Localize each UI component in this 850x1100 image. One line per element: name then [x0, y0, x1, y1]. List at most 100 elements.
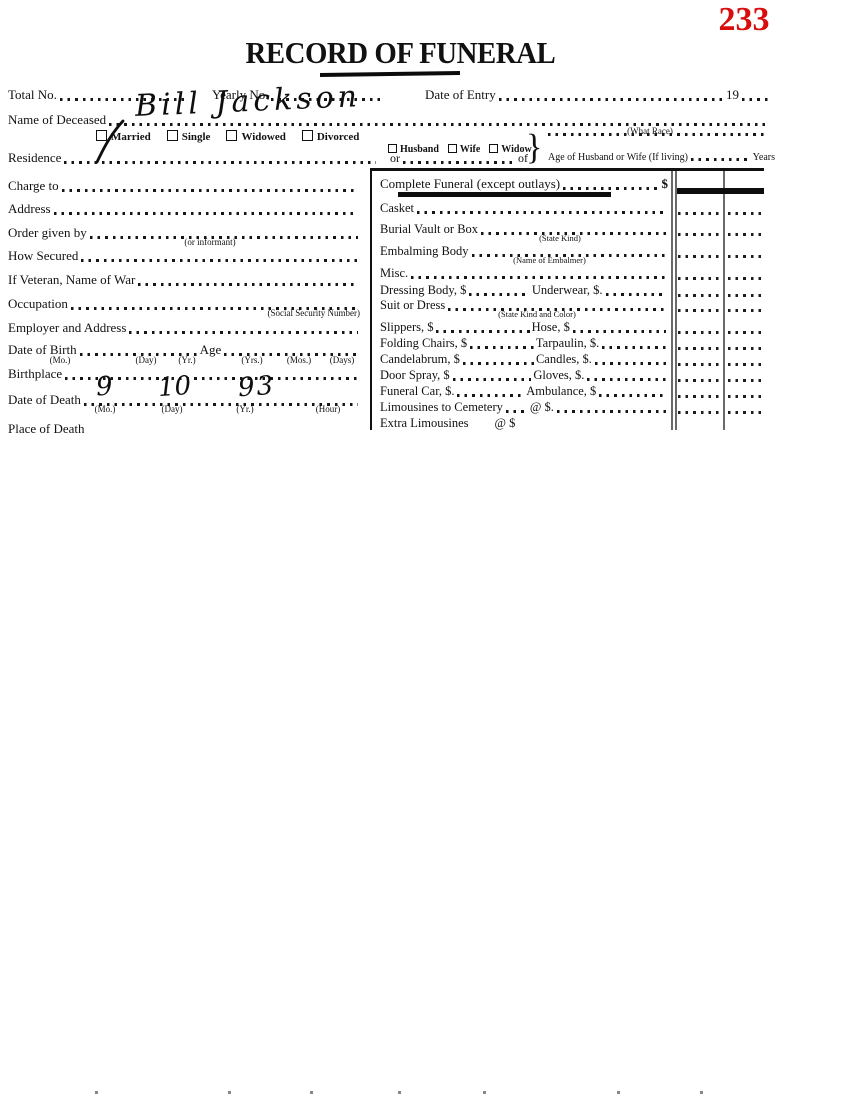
age-mos-hint: (Mos.) — [286, 355, 312, 365]
amount-dots — [678, 331, 720, 334]
amount-dots — [728, 277, 764, 280]
charge-row-candelabrum: Candelabrum, $ Candles, $. — [380, 352, 668, 367]
dotted-leader — [64, 161, 376, 164]
charge-label: Limousines to Cemetery — [380, 400, 503, 414]
amount-dots — [678, 277, 720, 280]
funeral-record-form: 233 RECORD OF FUNERAL Total No. Yearly N… — [0, 0, 850, 433]
dotted-leader — [572, 330, 666, 333]
dotted-leader — [53, 212, 358, 215]
amount-dots — [678, 233, 720, 236]
occupation-label: Occupation — [8, 296, 68, 311]
brace-glyph: } — [526, 128, 543, 167]
charge-label: Candelabrum, $ — [380, 352, 460, 366]
dotted-leader — [70, 307, 358, 310]
dod-hour-hint: (Hour) — [315, 404, 341, 414]
how-secured-field: How Secured — [8, 248, 360, 264]
charge-label: Suit or Dress — [380, 298, 446, 312]
name-of-embalmer-hint: (Name of Embalmer) — [513, 255, 586, 265]
heavy-underline — [398, 192, 611, 197]
charge-row-dressing-body: Dressing Body, $ Underwear, $. — [380, 283, 668, 298]
order-given-by-label: Order given by — [8, 225, 87, 240]
wife-checkbox-icon — [447, 144, 457, 153]
dotted-leader — [138, 283, 358, 286]
age-days-hint: (Days) — [329, 355, 355, 365]
amount-dots — [678, 294, 720, 297]
dob-day-hint: (Day) — [135, 355, 157, 365]
amount-dots — [678, 347, 720, 350]
charge-row-funeral-car: Funeral Car, $. Ambulance, $ — [380, 384, 668, 399]
yearly-no-label: Yearly No. — [212, 87, 269, 102]
age-label: Age — [199, 342, 222, 357]
checkbox-husband: Husband — [388, 139, 448, 157]
dotted-leader — [436, 330, 530, 333]
charge-to-label: Charge to — [8, 178, 59, 193]
date-of-death-label: Date of Death — [8, 392, 81, 407]
amount-dots — [728, 347, 764, 350]
charge-label: Extra Limousines — [380, 416, 469, 430]
amount-dots — [728, 331, 764, 334]
charges-table: Complete Funeral (except outlays) $ Cask… — [370, 168, 764, 430]
form-title: RECORD OF FUNERAL — [245, 35, 556, 70]
dotted-leader — [481, 232, 666, 235]
dotted-leader — [471, 254, 666, 257]
husband-checkbox-icon — [388, 144, 397, 153]
name-of-deceased-field: Name of Deceased — [8, 112, 770, 128]
amount-dots — [728, 379, 764, 382]
dotted-leader — [61, 189, 358, 192]
cents-column-rule — [723, 171, 725, 430]
spacer — [469, 416, 495, 430]
checkbox-wife: Wife — [447, 139, 489, 157]
charge-label-2: Underwear, $. — [531, 283, 603, 297]
wife-label: Wife — [459, 144, 481, 155]
charge-row-door-spray: Door Spray, $ Gloves, $. — [380, 368, 668, 383]
widow-label: Widow — [501, 144, 532, 155]
charge-row-misc: Misc. — [380, 266, 668, 281]
amount-dots — [678, 212, 720, 215]
dotted-leader — [599, 394, 667, 397]
residence-label: Residence — [8, 150, 62, 165]
widowed-label: Widowed — [241, 131, 286, 143]
residence-field: Residence — [8, 150, 378, 166]
age-of-spouse-label: Age of Husband or Wife (If living) — [548, 152, 688, 163]
address-field: Address — [8, 201, 360, 217]
divorced-label: Divorced — [316, 131, 360, 143]
dotted-leader — [548, 133, 766, 136]
what-race-hint: (What Race) — [627, 126, 673, 136]
charge-label: Funeral Car, $. — [380, 384, 455, 398]
amount-dots — [728, 411, 764, 414]
checkbox-married: Married — [96, 127, 167, 145]
age-of-spouse-field: Age of Husband or Wife (If living) Years — [548, 152, 775, 163]
complete-funeral-row: Complete Funeral (except outlays) $ — [380, 176, 668, 192]
checkbox-single: Single — [166, 127, 227, 145]
dod-mo-hint: (Mo.) — [94, 404, 116, 414]
spouse-dotted-line — [545, 133, 768, 138]
state-kind-hint: (State Kind) — [539, 233, 581, 243]
yearly-no-field: Yearly No. — [212, 87, 387, 103]
date-of-birth-label: Date of Birth — [8, 342, 77, 357]
charge-label: Burial Vault or Box — [380, 222, 479, 236]
handwritten-death-day: 10 — [156, 370, 193, 404]
charge-label: Folding Chairs, $ — [380, 336, 468, 350]
dotted-leader — [742, 98, 768, 101]
charge-row-limousines: Limousines to Cemetery @ $. — [380, 400, 668, 415]
checkbox-divorced: Divorced — [301, 127, 376, 145]
or-informant-hint: (or informant) — [184, 237, 236, 247]
state-kind-color-hint: (State Kind and Color) — [498, 309, 576, 319]
widow-checkbox-icon — [489, 144, 499, 153]
total-no-label: Total No. — [8, 87, 57, 102]
social-security-hint: (Social Security Number) — [267, 308, 360, 318]
age-yrs-hint: (Yrs.) — [241, 355, 263, 365]
married-label: Married — [111, 131, 151, 143]
dotted-leader — [129, 331, 358, 334]
charge-row-extra-limousines: Extra Limousines @ $ — [380, 416, 668, 430]
dotted-leader — [89, 236, 358, 239]
birthplace-field: Birthplace — [8, 366, 360, 382]
charge-to-field: Charge to — [8, 178, 360, 194]
charge-label: Slippers, $ — [380, 320, 434, 334]
amount-dots — [728, 233, 764, 236]
dotted-leader — [83, 403, 358, 406]
amount-blackout-bar — [677, 188, 764, 194]
date-of-birth-field: Date of Birth Age — [8, 342, 360, 358]
dotted-leader — [602, 346, 667, 349]
amount-dots — [678, 255, 720, 258]
